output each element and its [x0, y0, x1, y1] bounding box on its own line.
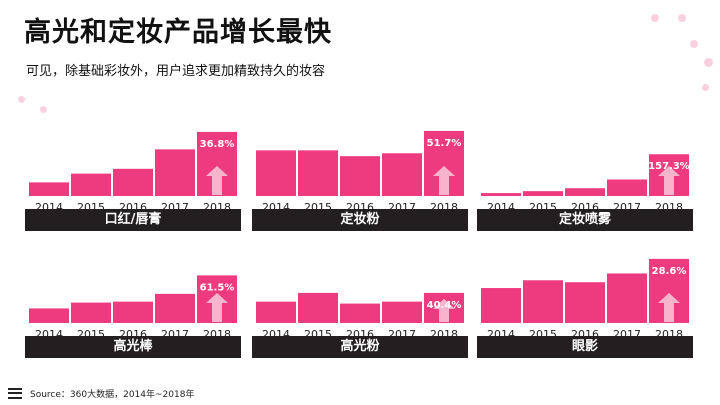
- decorative-dot: [702, 84, 709, 91]
- growth-arrow-icon: [206, 293, 228, 322]
- bar-2015: [71, 302, 111, 323]
- growth-rate-label: 157.3%: [648, 161, 690, 172]
- growth-rate-label: 36.8%: [200, 139, 235, 150]
- bar-2016: [340, 156, 380, 196]
- chart-title: 口红/唇膏: [25, 209, 241, 231]
- chart-title: 定妆粉: [252, 209, 468, 231]
- bar-2014: [29, 182, 69, 196]
- chart-title: 眼影: [477, 336, 693, 358]
- bar-2014: [481, 288, 521, 323]
- bar-2016: [340, 303, 380, 323]
- growth-rate-label: 40.4%: [427, 300, 462, 311]
- menu-icon: [8, 387, 22, 399]
- chart-title: 高光粉: [252, 336, 468, 358]
- bar-2014: [256, 301, 296, 323]
- bar-2015: [523, 191, 563, 196]
- growth-arrow-icon: [658, 166, 680, 195]
- bar-2015: [523, 280, 563, 323]
- chart-title: 高光棒: [25, 336, 241, 358]
- source-note: Source：360大数据，2014年~2018年: [30, 389, 195, 400]
- growth-rate-label: 51.7%: [427, 138, 462, 149]
- growth-arrow-icon: [658, 293, 680, 322]
- bar-2017: [607, 273, 647, 323]
- bar-2016: [565, 188, 605, 196]
- decorative-dot: [651, 14, 659, 22]
- chart-panel-highlighter-stick: 2014 2015 2016 2017 2018 61.5% 高光棒: [25, 248, 241, 358]
- growth-arrow-icon: [433, 298, 455, 322]
- decorative-dot: [690, 40, 698, 48]
- chart-panel-eyeshadow: 2014 2015 2016 2017 2018 28.6% 眼影: [477, 248, 693, 358]
- bar-2017: [155, 293, 195, 323]
- growth-arrow-icon: [206, 166, 228, 195]
- decorative-dot: [40, 106, 47, 113]
- bar-2014: [481, 193, 521, 196]
- growth-rate-label: 28.6%: [652, 266, 687, 277]
- decorative-dot: [18, 96, 25, 103]
- footer: Source：360大数据，2014年~2018年: [8, 386, 194, 400]
- chart-panel-lipstick: 2014 2015 2016 2017 2018 36.8% 口红/唇膏: [25, 121, 241, 231]
- bar-2015: [298, 292, 338, 323]
- growth-arrow-icon: [433, 166, 455, 195]
- bar-2014: [256, 150, 296, 196]
- bar-2014: [29, 308, 69, 323]
- decorative-dot: [678, 14, 686, 22]
- chart-panel-highlighter-powder: 2014 2015 2016 2017 2018 40.4% 高光粉: [252, 248, 468, 358]
- bar-2017: [155, 149, 195, 196]
- bar-2017: [607, 179, 647, 196]
- growth-rate-label: 61.5%: [200, 282, 235, 293]
- chart-panel-setting-spray: 2014 2015 2016 2017 2018 157.3% 定妆喷雾: [477, 121, 693, 231]
- bar-2016: [565, 282, 605, 323]
- bar-2015: [298, 150, 338, 196]
- chart-title: 定妆喷雾: [477, 209, 693, 231]
- decorative-dot: [704, 58, 713, 67]
- bar-2017: [382, 153, 422, 196]
- bar-2016: [113, 168, 153, 196]
- page-subtitle: 可见，除基础彩妆外，用户追求更加精致持久的妆容: [26, 64, 326, 79]
- page-title: 高光和定妆产品增长最快: [24, 17, 332, 48]
- bar-2016: [113, 301, 153, 323]
- bar-2017: [382, 301, 422, 323]
- bar-2015: [71, 173, 111, 196]
- chart-panel-setting-powder: 2014 2015 2016 2017 2018 51.7% 定妆粉: [252, 121, 468, 231]
